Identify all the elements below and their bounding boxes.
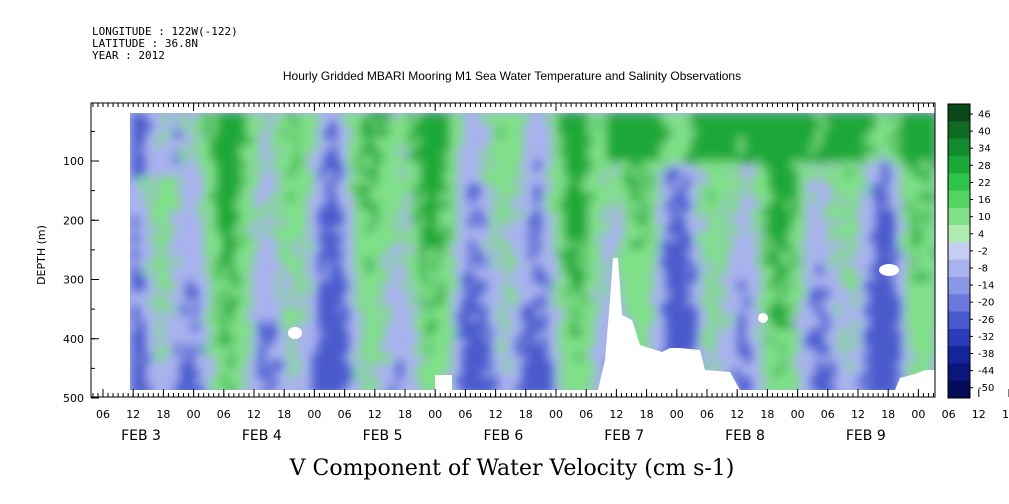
x-axis-day-labels: FEB 3 FEB 4 FEB 5 FEB 6 FEB 7 FEB 8 FEB 9 (121, 428, 886, 444)
latitude-label: LATITUDE : 36.8N (92, 37, 198, 50)
x-day-label: FEB 9 (846, 428, 886, 444)
x-hour-label: 18 (156, 408, 170, 421)
x-day-label: FEB 7 (604, 428, 644, 444)
bottom-ticks (92, 389, 1009, 397)
x-day-label: FEB 5 (363, 428, 403, 444)
x-hour-label: 06 (821, 408, 835, 421)
x-hour-label: 18 (1002, 408, 1009, 421)
x-day-label: FEB 3 (121, 428, 161, 444)
x-hour-label: 06 (96, 408, 110, 421)
colorbar-swatch (948, 363, 970, 382)
x-hour-label: 00 (791, 408, 805, 421)
colorbar-swatch (948, 138, 970, 157)
x-hour-label: 12 (851, 408, 865, 421)
x-hour-label: 18 (640, 408, 654, 421)
colorbar-swatch (948, 173, 970, 191)
colorbar-label: 16 (978, 195, 991, 206)
year-label: YEAR : 2012 (92, 49, 165, 62)
y-tick-label: 300 (63, 274, 84, 287)
x-hour-label: 12 (368, 408, 382, 421)
x-hour-label: 18 (519, 408, 533, 421)
x-axis-title: V Component of Water Velocity (cm s-1) (289, 456, 735, 481)
colorbar-label: -32 (978, 332, 994, 343)
x-hour-label: 18 (881, 408, 895, 421)
colorbar-swatch (948, 276, 970, 295)
colorbar-swatch (948, 294, 970, 313)
colorbar-label: 10 (978, 212, 991, 223)
y-axis-ticks: 100 200 300 400 500 (63, 130, 99, 405)
x-hour-label: 00 (911, 408, 925, 421)
colorbar-swatch (948, 225, 970, 243)
x-day-label: FEB 4 (242, 428, 282, 444)
colorbar-label: 28 (978, 161, 991, 172)
x-hour-label: 00 (549, 408, 563, 421)
colorbar-label: 40 (978, 127, 991, 138)
x-day-label: FEB 8 (725, 428, 765, 444)
y-axis-label: DEPTH (m) (35, 225, 48, 285)
colorbar-swatch (948, 259, 970, 278)
x-hour-label: 00 (670, 408, 684, 421)
colorbar-swatch (948, 346, 970, 364)
colorbar-label: 22 (978, 178, 991, 189)
chart-title: Hourly Gridded MBARI Mooring M1 Sea Wate… (283, 69, 741, 83)
x-hour-label: 00 (307, 408, 321, 421)
colorbar-swatch (948, 207, 970, 226)
colorbar-label: -38 (978, 349, 994, 360)
longitude-label: LONGITUDE : 122W(-122) (92, 25, 238, 38)
colorbar: 46 40 34 28 22 16 10 4 -2 -8 -14 -20 -26 -32 -38 -44 -50 (947, 103, 994, 399)
x-hour-label: 00 (428, 408, 442, 421)
x-hour-label: 06 (458, 408, 472, 421)
colorbar-swatch (948, 311, 970, 330)
x-hour-label: 06 (942, 408, 956, 421)
x-hour-label: 00 (187, 408, 201, 421)
top-ticks (92, 103, 934, 111)
colorbar-swatch (948, 190, 970, 209)
colorbar-label: -26 (978, 315, 994, 326)
colorbar-label: 34 (978, 144, 991, 155)
x-axis-hour-labels: 06 12 18 00 06 12 18 00 06 12 18 00 06 12 18 00 06 12 18 00… (96, 408, 1009, 421)
x-hour-label: 06 (338, 408, 352, 421)
colorbar-swatch (948, 104, 970, 122)
x-hour-label: 06 (700, 408, 714, 421)
colorbar-label: -44 (978, 366, 994, 377)
x-hour-label: 06 (579, 408, 593, 421)
colorbar-swatch (948, 242, 970, 261)
colorbar-label: 46 (978, 110, 991, 121)
colorbar-label: -14 (978, 281, 994, 292)
y-tick-label: 100 (63, 155, 84, 168)
colorbar-label: -2 (978, 246, 988, 257)
heatmap-field (130, 113, 935, 390)
x-day-label: FEB 6 (483, 428, 523, 444)
x-hour-label: 12 (609, 408, 623, 421)
colorbar-label: -20 (978, 298, 994, 309)
x-hour-label: 18 (277, 408, 291, 421)
x-hour-label: 12 (730, 408, 744, 421)
y-tick-label: 400 (63, 333, 84, 346)
colorbar-swatch (948, 380, 970, 399)
x-hour-label: 18 (398, 408, 412, 421)
x-hour-label: 12 (126, 408, 140, 421)
colorbar-label: -50 (978, 383, 994, 394)
colorbar-swatch (948, 328, 970, 347)
x-hour-label: 12 (247, 408, 261, 421)
x-hour-label: 12 (972, 408, 986, 421)
colorbar-swatch (948, 155, 970, 174)
x-hour-label: 06 (217, 408, 231, 421)
x-hour-label: 18 (760, 408, 774, 421)
x-hour-label: 12 (489, 408, 503, 421)
y-tick-label: 500 (63, 392, 84, 405)
colorbar-label: -8 (978, 263, 988, 274)
y-tick-label: 200 (63, 214, 84, 227)
colorbar-swatch (948, 121, 970, 140)
colorbar-label: 4 (978, 229, 984, 240)
